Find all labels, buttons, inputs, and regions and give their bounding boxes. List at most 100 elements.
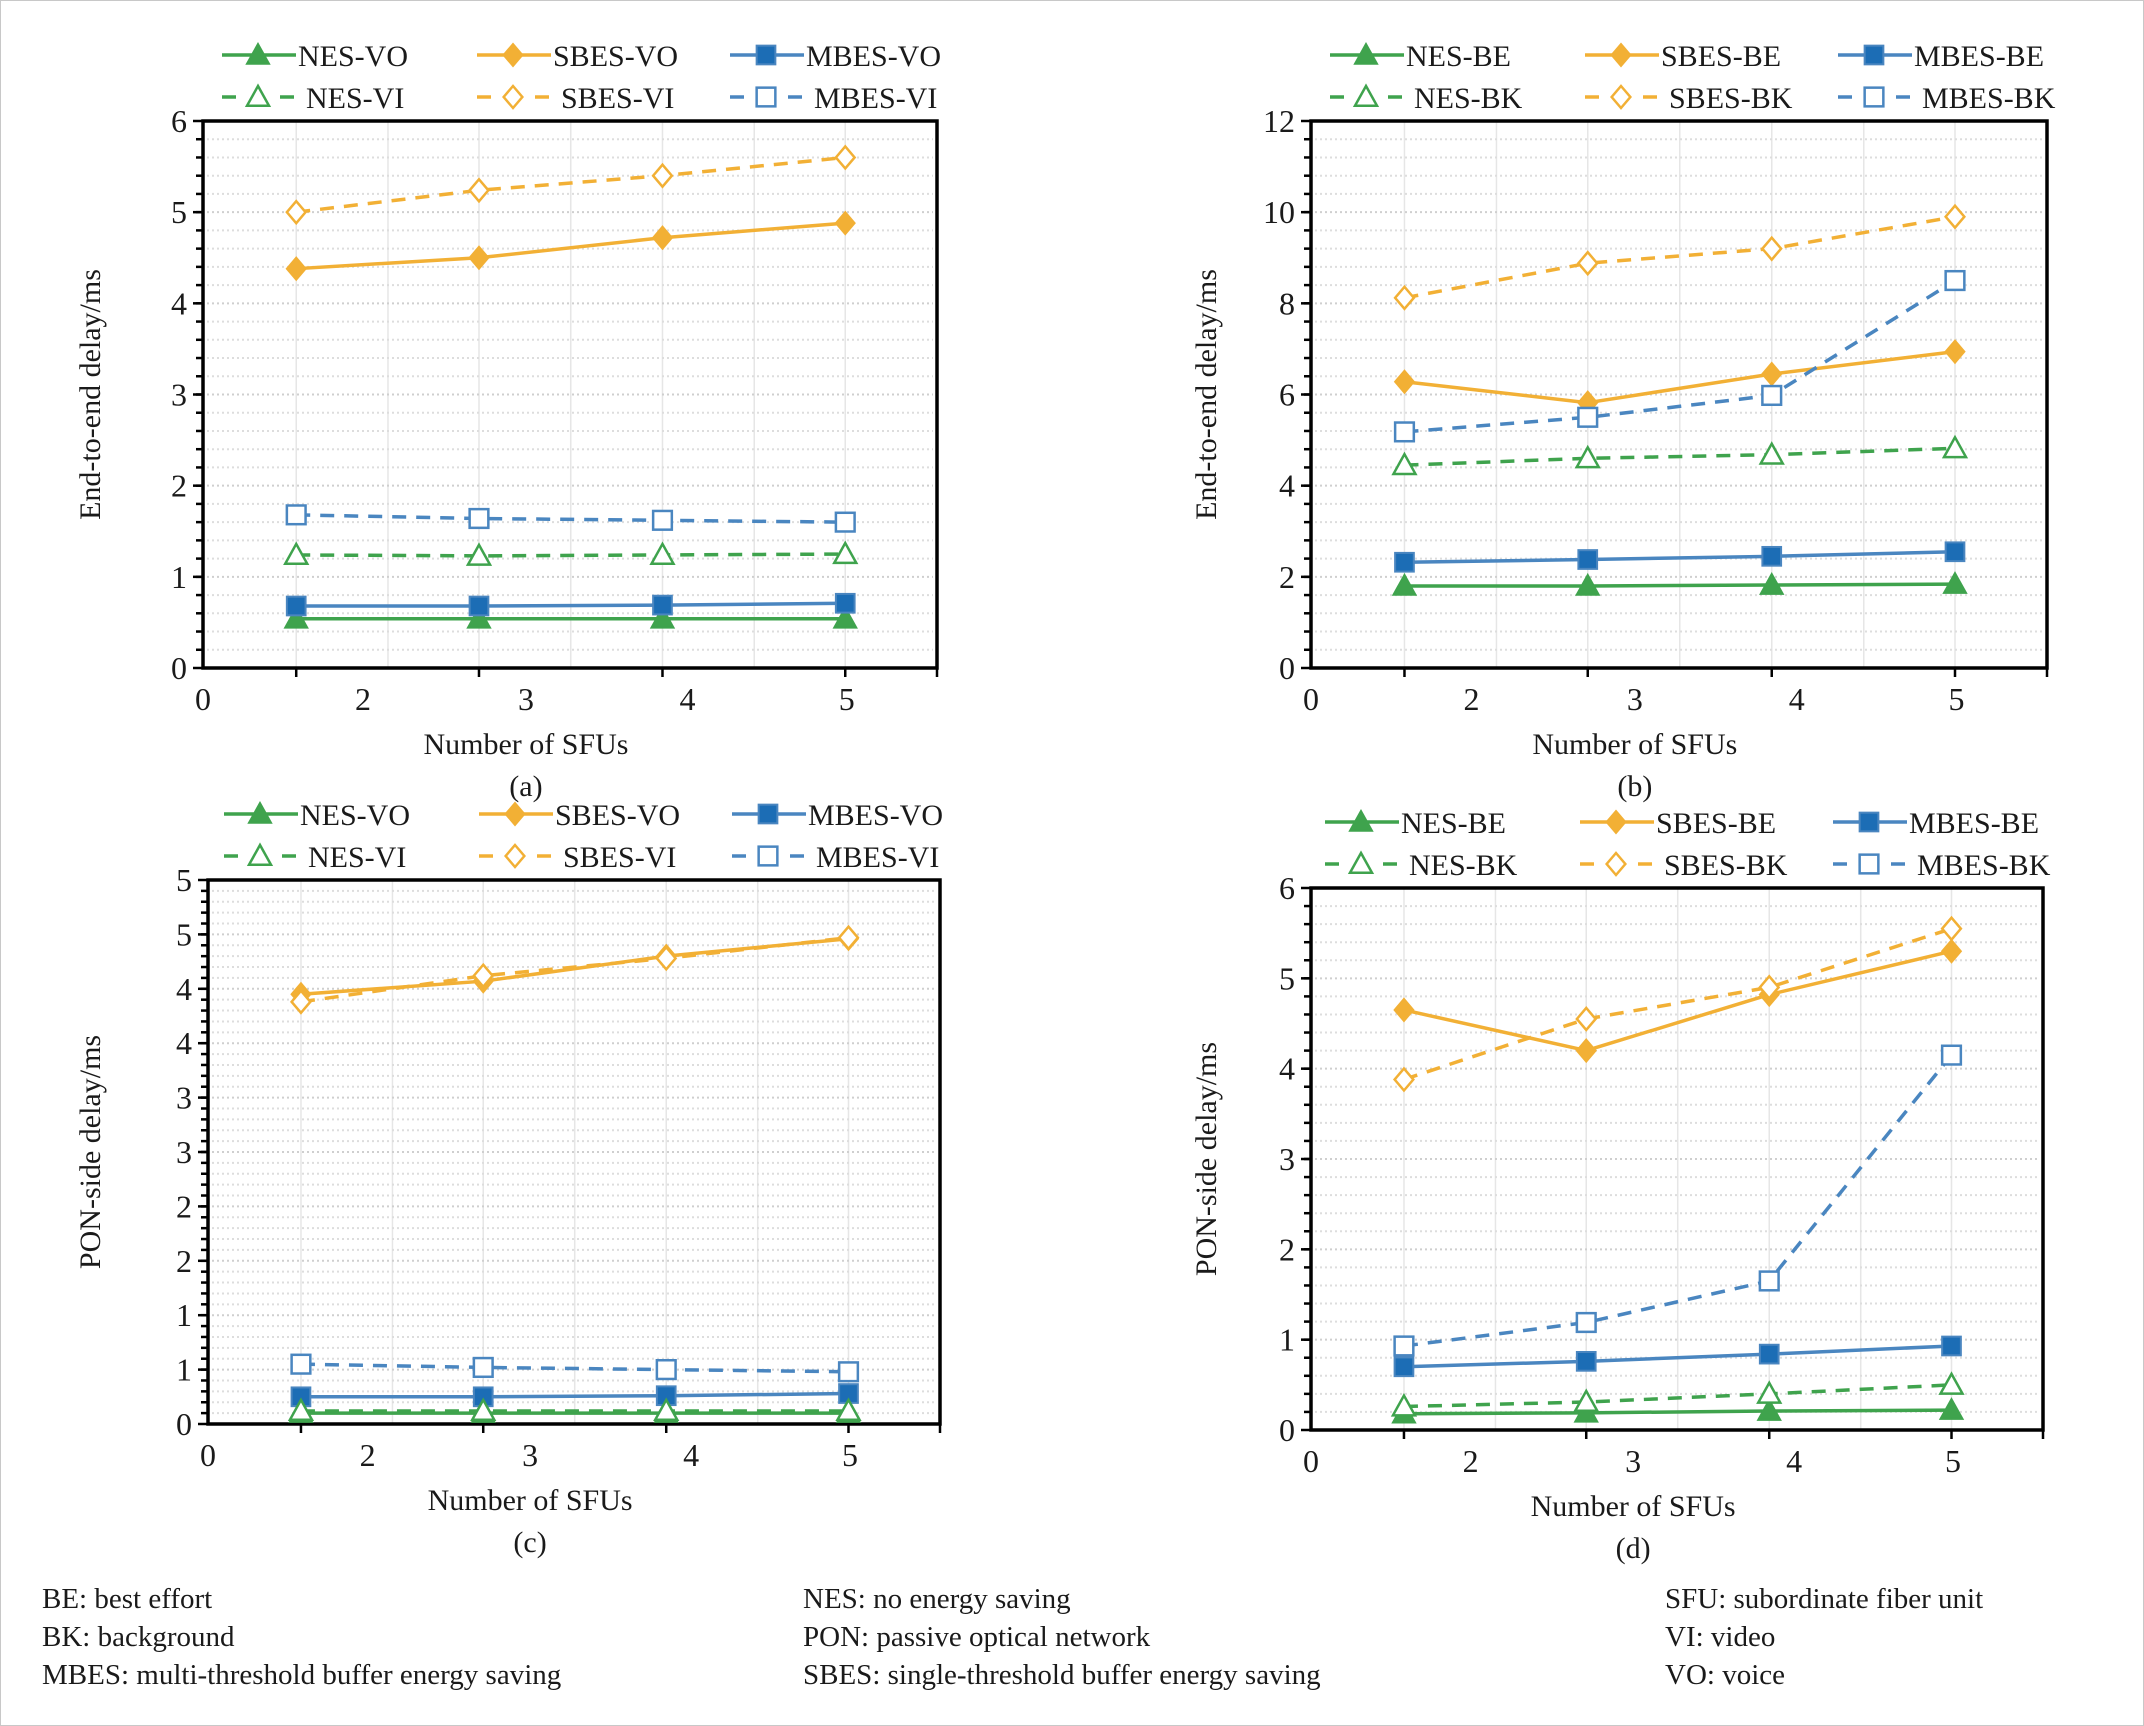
data-point: [1759, 571, 1785, 595]
data-point: [835, 1397, 862, 1421]
footnote-sfu: SFU: subordinate fiber unit: [1665, 1583, 1984, 1615]
legend-item-nes-vo: NES-VO: [224, 799, 410, 832]
data-point: [649, 541, 676, 566]
y-tick-label: 2: [1279, 1231, 1295, 1267]
y-tick-label: 3: [1279, 1141, 1295, 1177]
series-line: [1403, 949, 1952, 1053]
y-tick-label: 3: [171, 377, 187, 413]
y-tick-label: 2: [171, 468, 187, 504]
data-point: [1756, 1397, 1782, 1421]
data-point: [1577, 549, 1599, 570]
y-tick-label: 0: [1279, 650, 1295, 686]
legend-item-nes-vi: NES-VI: [222, 82, 404, 115]
y-tick-label: 0: [1279, 1412, 1295, 1448]
y-tick-label: 5: [176, 916, 192, 952]
legend-label: NES-BK: [1409, 849, 1518, 882]
x-axis-label: Number of SFUs: [1532, 728, 1737, 761]
x-tick-label: 5: [839, 681, 855, 717]
series-sbes-vi: [285, 144, 857, 226]
x-axis-label: Number of SFUs: [1531, 1490, 1736, 1523]
series-line: [1404, 349, 1956, 405]
series-mbes-bk: [1393, 1044, 1963, 1357]
data-point: [651, 162, 674, 189]
series-nes-vi: [287, 1397, 862, 1421]
legend-marker: [1610, 42, 1632, 68]
data-point: [1758, 1270, 1780, 1292]
series-line: [296, 155, 846, 214]
data-point: [1575, 1350, 1597, 1372]
series-line: [300, 1391, 849, 1399]
y-axis-label: End-to-end delay/ms: [1190, 269, 1223, 520]
data-point: [472, 962, 495, 989]
x-tick-label: 3: [1625, 1443, 1641, 1479]
chart-panel-d: 0 1 2 3 4 5 6 0 2 3 4 5 Number of SFUs (d) PON-side de…: [1190, 807, 2051, 1565]
series-sbes-vo: [285, 210, 856, 282]
footnote-column-2: NES: no energy saving PON: passive optic…: [803, 1580, 1321, 1694]
series-mbes-be: [1394, 541, 1966, 573]
data-point: [1940, 938, 1963, 964]
x-axis-label: Number of SFUs: [423, 728, 628, 761]
data-point: [1575, 1311, 1597, 1334]
legend: NES-VO SBES-VO MBES-VO NES-VI SBES-VI MBES-VI: [222, 40, 941, 115]
data-point: [837, 1361, 860, 1383]
data-point: [1760, 235, 1783, 262]
legend-label: MBES-BE: [1914, 40, 2044, 73]
legend-marker: [244, 83, 272, 108]
y-tick-label: 12: [1263, 103, 1295, 139]
y-tick-label: 10: [1263, 194, 1295, 230]
data-point: [465, 542, 493, 566]
panel-caption: (d): [1616, 1532, 1651, 1565]
legend-item-mbes-bk: MBES-BK: [1833, 849, 2051, 882]
series-mbes-vo: [290, 1383, 859, 1408]
x-tick-label: 4: [1786, 1443, 1802, 1479]
chart-panel-c: 0 1 1 2 2 3 3 4 4 5 5 0 2 3 4 5 Number of SFUs (c) PON-sid…: [74, 799, 943, 1559]
legend-marker: [504, 843, 526, 869]
data-point: [834, 511, 856, 533]
footnote-column-1: BE: best effort BK: background MBES: mul…: [42, 1580, 561, 1694]
series-line: [300, 1362, 849, 1374]
legend-marker: [1605, 851, 1627, 877]
chart-panel-a: 0 1 2 3 4 5 6 0 2 3 4 5 Number of SFUs (a) End-to-end …: [74, 40, 941, 803]
x-tick-label: 0: [195, 681, 211, 717]
legend-marker: [757, 803, 779, 825]
data-point: [289, 988, 312, 1015]
legend-item-sbes-bk: SBES-BK: [1580, 849, 1788, 882]
footnote-bk: BK: background: [42, 1621, 235, 1653]
data-point: [1761, 384, 1783, 407]
legend-marker: [1605, 809, 1627, 835]
panel-caption: (a): [509, 770, 542, 803]
y-tick-label: 1: [176, 1297, 192, 1333]
data-point: [1944, 203, 1966, 230]
data-point: [1575, 1006, 1598, 1032]
y-tick-label: 2: [176, 1188, 192, 1224]
series-mbes-vo: [285, 592, 856, 617]
data-point: [1574, 444, 1601, 469]
y-tick-label: 4: [1279, 1051, 1295, 1087]
legend-label: NES-VI: [306, 82, 404, 115]
data-point: [1577, 406, 1599, 428]
legend-label: NES-VI: [308, 841, 406, 874]
legend-item-sbes-vi: SBES-VI: [479, 841, 676, 874]
data-point: [468, 507, 490, 530]
series-line: [1404, 582, 1956, 588]
y-axis-label: PON-side delay/ms: [74, 1035, 107, 1269]
data-point: [1758, 974, 1781, 1001]
x-tick-label: 4: [1789, 681, 1805, 717]
legend-marker: [1863, 86, 1885, 108]
legend-item-sbes-be: SBES-BE: [1585, 40, 1781, 73]
series-nes-be: [1391, 571, 1968, 596]
y-tick-label: 4: [176, 971, 192, 1007]
data-point: [466, 605, 492, 629]
data-point: [468, 245, 490, 271]
footnote-pon: PON: passive optical network: [803, 1621, 1151, 1653]
y-tick-label: 1: [171, 559, 187, 595]
series-line: [1404, 279, 1956, 434]
legend-item-sbes-be: SBES-BE: [1580, 807, 1776, 840]
series-nes-bk: [1391, 434, 1969, 476]
legend-label: MBES-VO: [806, 40, 941, 73]
data-point: [1394, 551, 1415, 573]
legend-item-mbes-be: MBES-BE: [1838, 40, 2044, 73]
data-point: [1393, 369, 1416, 395]
x-tick-label: 3: [522, 1437, 538, 1473]
legend-marker: [1863, 44, 1885, 66]
